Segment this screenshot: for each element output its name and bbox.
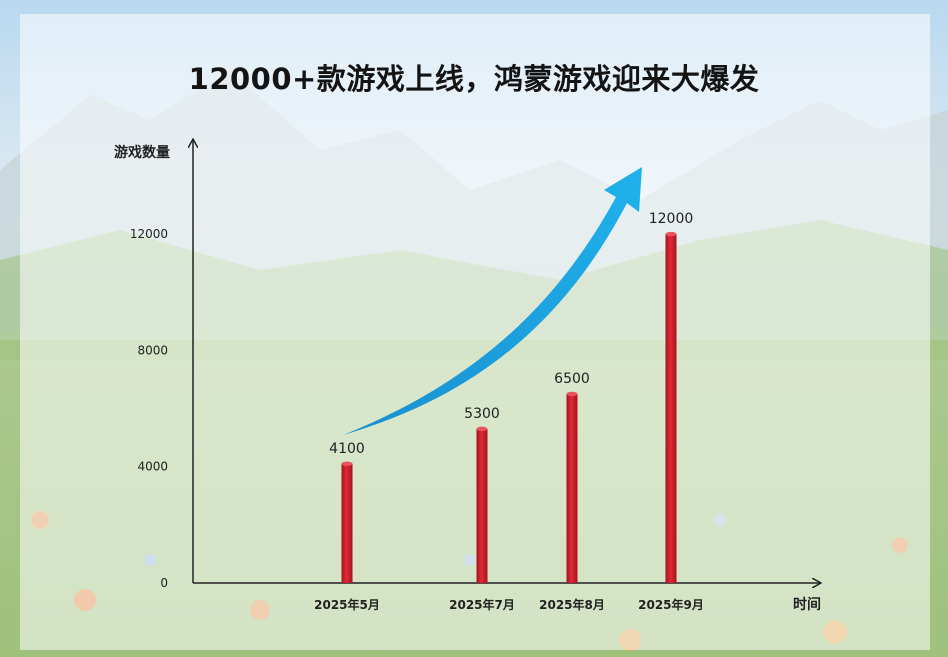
x-tick-label: 2025年5月 — [314, 597, 380, 612]
bar — [566, 393, 578, 583]
x-tick-label: 2025年8月 — [539, 597, 605, 612]
y-tick-label: 0 — [160, 576, 168, 590]
data-label: 4100 — [329, 441, 365, 457]
data-label: 12000 — [649, 211, 694, 227]
x-tick-label: 2025年9月 — [638, 597, 704, 612]
chart-title: 12000+款游戏上线，鸿蒙游戏迎来大爆发 — [188, 62, 760, 96]
bar — [665, 234, 677, 584]
data-label: 5300 — [464, 406, 500, 422]
x-tick-labels: 2025年5月 2025年7月 2025年8月 2025年9月 — [314, 597, 704, 612]
y-ticks: 0 4000 8000 12000 — [130, 227, 168, 590]
trend-arrow — [343, 167, 642, 435]
bar-cap — [566, 391, 578, 397]
bars — [341, 231, 677, 584]
bar — [341, 463, 353, 583]
bar-cap — [476, 426, 488, 432]
y-tick-label: 8000 — [137, 343, 168, 357]
y-axis-label: 游戏数量 — [114, 144, 170, 161]
x-tick-label: 2025年7月 — [449, 597, 515, 612]
bar — [476, 428, 488, 583]
data-label: 6500 — [554, 371, 590, 387]
y-tick-label: 12000 — [130, 227, 168, 241]
bar-cap — [665, 231, 677, 237]
bar-cap — [341, 461, 353, 466]
y-tick-label: 4000 — [137, 460, 168, 474]
data-labels: 4100 5300 6500 12000 — [329, 211, 693, 457]
x-axis-label: 时间 — [793, 596, 821, 613]
chart-panel — [20, 14, 930, 650]
